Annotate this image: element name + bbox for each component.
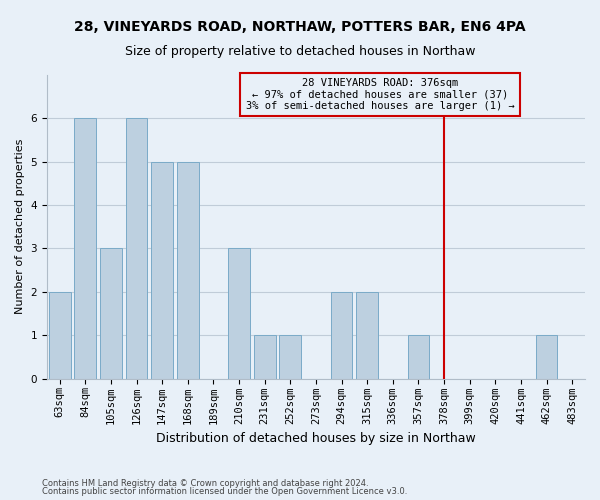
Text: 28 VINEYARDS ROAD: 376sqm
← 97% of detached houses are smaller (37)
3% of semi-d: 28 VINEYARDS ROAD: 376sqm ← 97% of detac… (245, 78, 514, 111)
Bar (151, 162, 173, 378)
Bar (100, 248, 122, 378)
Title: 28, VINEYARDS ROAD, NORTHAW, POTTERS BAR, EN6 4PA
Size of property relative to d: 28, VINEYARDS ROAD, NORTHAW, POTTERS BAR… (0, 499, 1, 500)
Bar (254, 335, 275, 378)
Bar (407, 335, 430, 378)
Bar (280, 335, 301, 378)
Bar (331, 292, 352, 378)
Bar (125, 118, 148, 378)
X-axis label: Distribution of detached houses by size in Northaw: Distribution of detached houses by size … (156, 432, 476, 445)
Bar (356, 292, 378, 378)
Bar (228, 248, 250, 378)
Bar (49, 292, 71, 378)
Y-axis label: Number of detached properties: Number of detached properties (15, 139, 25, 314)
Text: Size of property relative to detached houses in Northaw: Size of property relative to detached ho… (125, 45, 475, 58)
Text: Contains HM Land Registry data © Crown copyright and database right 2024.: Contains HM Land Registry data © Crown c… (42, 478, 368, 488)
Text: Contains public sector information licensed under the Open Government Licence v3: Contains public sector information licen… (42, 487, 407, 496)
Bar (177, 162, 199, 378)
Bar (74, 118, 96, 378)
Text: 28, VINEYARDS ROAD, NORTHAW, POTTERS BAR, EN6 4PA: 28, VINEYARDS ROAD, NORTHAW, POTTERS BAR… (74, 20, 526, 34)
Bar (536, 335, 557, 378)
